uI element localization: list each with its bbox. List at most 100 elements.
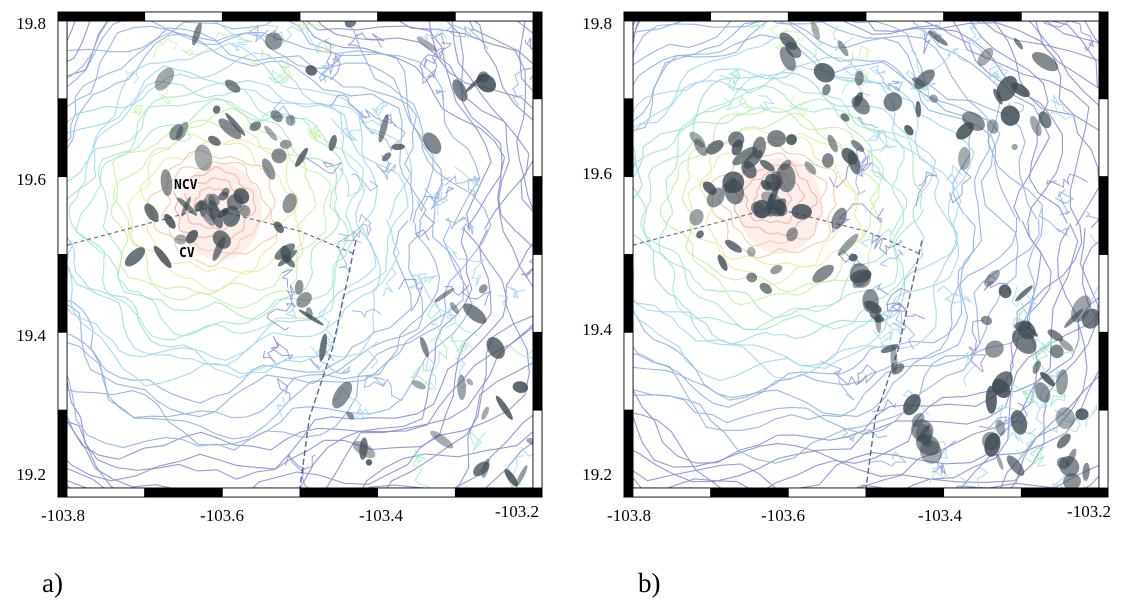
relief-shadow	[1030, 115, 1042, 136]
contour-line	[67, 65, 381, 366]
contour-line	[446, 24, 489, 50]
contour-line	[516, 21, 533, 35]
contour-line	[414, 213, 435, 241]
contour-line	[1052, 471, 1085, 488]
relief-shadow	[706, 187, 725, 208]
contour-line	[127, 133, 305, 292]
contour-line	[1012, 293, 1037, 329]
relief-shadow	[985, 340, 1004, 358]
contour-line	[832, 25, 855, 52]
relief-shadow	[915, 101, 922, 118]
relief-shadow	[848, 253, 858, 262]
relief-shadow	[281, 254, 296, 268]
contour-line	[267, 66, 290, 84]
contour-line	[811, 41, 826, 59]
contour-line	[859, 21, 1099, 488]
y-tick-19-6: 19.6	[16, 170, 46, 189]
relief-shadow	[1034, 382, 1051, 403]
y-tick-19-8: 19.8	[582, 14, 612, 33]
contour-line	[250, 48, 272, 68]
contour-line	[946, 164, 963, 185]
relief-shadow	[849, 263, 871, 288]
contour-line	[68, 81, 364, 341]
contour-line	[1038, 207, 1068, 237]
contour-line	[280, 60, 292, 83]
contour-line	[383, 267, 397, 297]
y-tick-19-4: 19.4	[16, 326, 46, 345]
relief-shadow	[1056, 369, 1068, 395]
contour-line	[954, 21, 1099, 488]
relief-shadow	[296, 292, 312, 308]
relief-shadow	[1013, 37, 1024, 50]
contour-line	[928, 465, 949, 484]
contour-line	[968, 319, 987, 373]
relief-shadow	[904, 124, 914, 136]
relief-shadow	[249, 121, 262, 132]
contour-line	[723, 95, 747, 111]
relief-shadow	[346, 411, 355, 420]
contour-line	[688, 128, 863, 286]
map-frame	[623, 11, 1109, 498]
contour-line	[307, 125, 322, 142]
contour-line	[727, 68, 742, 90]
contour-line	[67, 80, 377, 361]
relief-shadow	[466, 378, 474, 386]
relief-shadow	[837, 233, 859, 256]
relief-shadow	[430, 430, 454, 449]
relief-shadow	[328, 134, 337, 152]
relief-shadow	[995, 419, 1006, 436]
contour-line	[1049, 387, 1068, 407]
contour-line	[885, 287, 911, 311]
relief-shadow	[1082, 462, 1090, 481]
contour-line	[1050, 93, 1075, 120]
contour-line	[453, 357, 470, 389]
relief-shadow	[233, 188, 250, 205]
contour-line	[67, 42, 413, 387]
relief-shadow	[1056, 433, 1071, 449]
relief-shadow	[831, 207, 847, 230]
relief-shadow	[1075, 408, 1089, 421]
relief-shadow	[224, 79, 241, 93]
contour-line	[398, 277, 424, 312]
relief-shadow	[160, 169, 173, 197]
contour-line	[454, 166, 481, 188]
contour-line	[337, 228, 362, 273]
relief-shadow	[822, 84, 831, 96]
relief-shadow	[457, 374, 467, 401]
relief-shadow	[696, 230, 704, 239]
contour-line	[633, 21, 990, 408]
contour-line	[429, 334, 448, 371]
map-panel-b: 19.8 19.6 19.4 19.2 -103.8 -103.6 -103.4…	[566, 0, 1126, 608]
contour-line	[351, 308, 382, 318]
contour-line	[856, 116, 879, 129]
relief-shadow	[465, 74, 485, 93]
relief-shadow	[154, 67, 175, 91]
contour-line	[882, 310, 908, 331]
contour-line	[887, 302, 926, 320]
contour-line	[1089, 274, 1099, 305]
contour-line	[444, 284, 493, 306]
contour-line	[67, 52, 409, 379]
contour-line	[910, 47, 969, 74]
contour-line	[284, 452, 316, 488]
relief-shadow	[759, 282, 772, 294]
contour-layer	[633, 21, 1099, 488]
y-tick-19-6: 19.6	[582, 164, 612, 183]
map-a-svg	[57, 11, 543, 498]
contour-line	[213, 21, 251, 42]
fault-line	[633, 207, 923, 256]
contour-line	[875, 69, 903, 93]
contour-line	[747, 21, 766, 32]
contour-line	[215, 31, 251, 42]
relief-shadow	[785, 41, 802, 59]
relief-shadow	[717, 254, 728, 271]
contour-line	[507, 286, 526, 300]
relief-shadow	[1056, 457, 1070, 470]
relief-shadow	[452, 79, 468, 102]
relief-shadow	[144, 203, 159, 222]
relief-shadow	[837, 40, 849, 57]
contour-line	[444, 174, 481, 201]
relief-shadow	[217, 208, 228, 219]
relief-shadow	[1010, 82, 1030, 98]
relief-shadow	[208, 135, 221, 146]
